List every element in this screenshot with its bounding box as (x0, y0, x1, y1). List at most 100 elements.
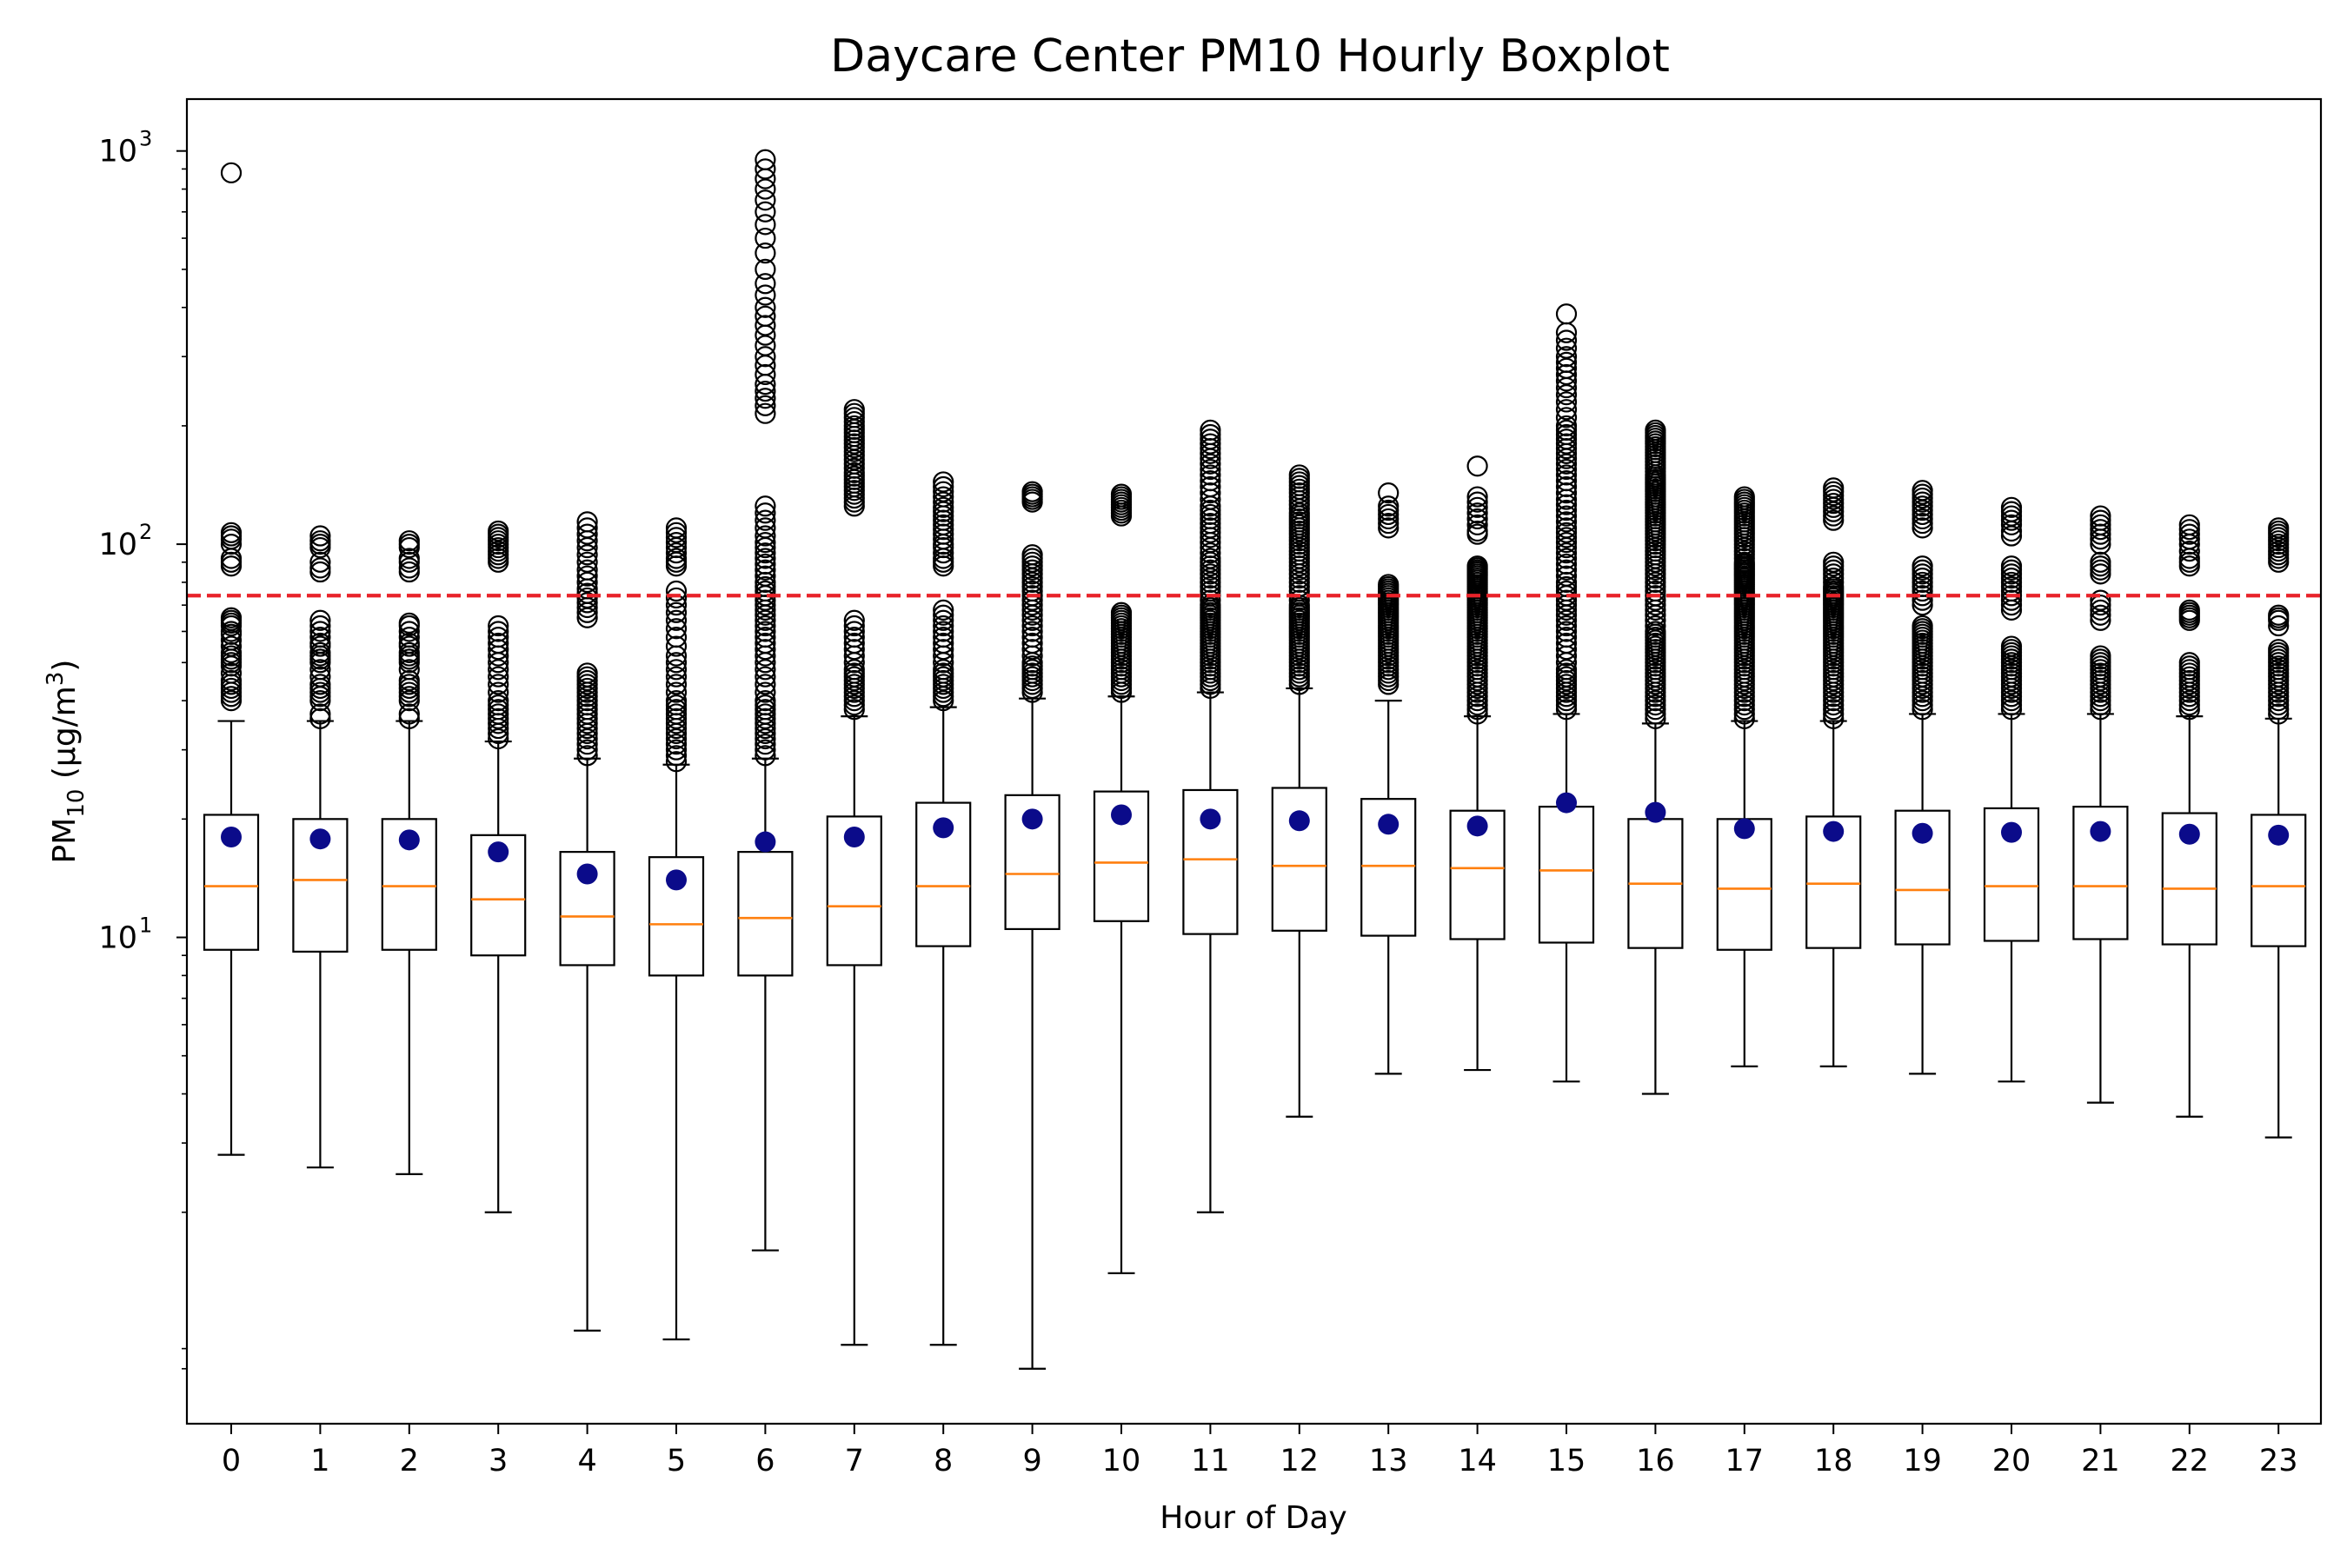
outlier-point (665, 734, 688, 755)
outlier-point (843, 632, 865, 654)
y-tick-label-exponent: 2 (139, 520, 152, 544)
outlier-point (755, 666, 776, 688)
outlier-point (1555, 580, 1578, 602)
box-group-hour-3 (470, 520, 527, 1213)
outlier-point (755, 284, 776, 306)
outlier-point (488, 621, 509, 642)
x-tick-label: 19 (1903, 1444, 1942, 1478)
outlier-point (309, 666, 331, 688)
outlier-point (665, 548, 688, 569)
outlier-point (488, 699, 509, 721)
outlier-point (755, 402, 776, 424)
x-tick-label: 22 (2171, 1444, 2210, 1478)
outlier-point (1466, 514, 1488, 535)
outlier-point (398, 632, 420, 654)
outlier-point (665, 609, 688, 631)
outlier-point (488, 681, 509, 703)
outlier-point (309, 632, 331, 654)
outlier-point (2268, 699, 2290, 721)
outlier-point (309, 530, 331, 552)
outlier-point (665, 708, 688, 729)
outlier-point (1200, 419, 1221, 441)
outlier-point (755, 495, 776, 517)
x-tick-label: 1 (310, 1444, 329, 1478)
outlier-point (488, 708, 509, 729)
box-iqr (203, 814, 260, 951)
box-group-hour-19 (1894, 480, 1951, 1075)
outlier-point (1200, 429, 1221, 450)
outlier-point (1200, 469, 1221, 492)
mean-marker (221, 827, 242, 848)
outlier-point (1466, 491, 1488, 513)
outlier-point (755, 517, 776, 539)
outlier-point (398, 669, 420, 692)
outlier-point (2000, 699, 2023, 721)
box-iqr (1805, 815, 1862, 949)
outlier-point (933, 471, 954, 493)
outlier-point (309, 641, 331, 663)
x-tick-label: 4 (577, 1444, 596, 1478)
x-axis-label: Hour of Day (1160, 1500, 1346, 1536)
outlier-point (576, 559, 598, 581)
outlier-point (1645, 621, 1666, 642)
outlier-point (933, 621, 954, 642)
outlier-point (1200, 517, 1221, 539)
outlier-point (665, 745, 688, 767)
outlier-point (933, 639, 954, 661)
outlier-point (488, 728, 509, 750)
outlier-point (755, 525, 776, 547)
outlier-point (755, 335, 776, 356)
outlier-point (1378, 495, 1400, 517)
box-group-hour-21 (2072, 505, 2129, 1104)
outlier-point (1555, 363, 1578, 386)
outlier-point (933, 519, 954, 541)
outlier-point (1733, 699, 1755, 721)
outlier-point (1555, 429, 1578, 450)
x-tick-label: 14 (1458, 1444, 1497, 1478)
outlier-point (2268, 604, 2290, 626)
outlier-point (2090, 595, 2111, 616)
outlier-point (755, 395, 776, 416)
outlier-point (1645, 703, 1666, 725)
x-axis: 0 1 2 3 4 5 6 7 8 9 10 11 12 13 14 15 16 17 18 19 20 21 22 23 (222, 1424, 2297, 1478)
outlier-point (1466, 455, 1488, 477)
outlier-point (1555, 615, 1578, 637)
outlier-point (398, 612, 420, 634)
outlier-point (309, 615, 331, 637)
box-group-hour-14 (1449, 455, 1506, 1072)
x-tick-label: 3 (489, 1444, 508, 1478)
outlier-point (933, 632, 954, 654)
box-iqr (1271, 787, 1327, 932)
outlier-point (2178, 652, 2200, 674)
mean-marker (488, 841, 509, 863)
box-group-hour-17 (1716, 486, 1772, 1067)
outlier-point (755, 315, 776, 336)
outlier-point (665, 666, 688, 688)
outlier-point (2090, 514, 2111, 535)
outlier-point (665, 532, 688, 554)
outlier-point (755, 553, 776, 575)
outlier-point (2000, 509, 2023, 531)
outlier-point (1912, 580, 1933, 602)
outlier-point (755, 189, 776, 211)
outlier-point (576, 517, 598, 539)
outlier-point (1823, 551, 1845, 573)
outlier-point (1466, 699, 1488, 721)
outlier-point (576, 739, 598, 761)
outlier-point (488, 703, 509, 725)
outlier-point (933, 475, 954, 498)
outlier-point (220, 662, 243, 684)
outlier-point (1200, 433, 1221, 455)
x-tick-label: 17 (1725, 1444, 1765, 1478)
outlier-point (843, 462, 865, 483)
outlier-point (398, 641, 420, 663)
y-tick-label: 10 (98, 921, 137, 956)
mean-marker (1288, 810, 1310, 832)
outlier-point (576, 734, 598, 755)
outlier-point (1110, 483, 1133, 505)
y-axis-label-base: PM (47, 818, 83, 864)
outlier-point (755, 609, 776, 631)
outlier-point (1645, 585, 1666, 607)
outlier-point (1466, 520, 1488, 542)
outlier-point (488, 520, 509, 542)
